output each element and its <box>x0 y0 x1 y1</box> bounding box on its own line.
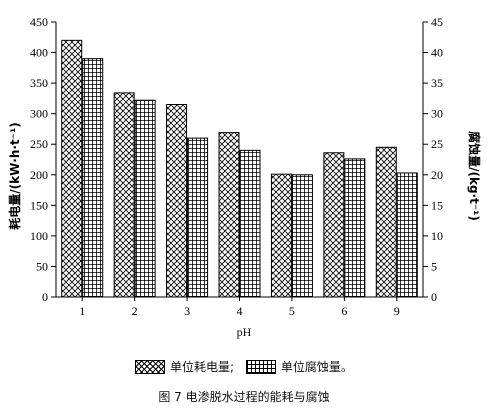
bar-corrosion <box>82 58 104 298</box>
y2-tick-label: 45 <box>431 15 443 29</box>
legend-item-power: 单位耗电量; <box>135 358 234 375</box>
y-tick-label: 350 <box>30 76 48 90</box>
bar-corrosion <box>396 172 418 298</box>
x-tick-label: 2 <box>132 304 138 318</box>
bar-corrosion <box>344 158 366 298</box>
y-tick-label: 100 <box>30 229 48 243</box>
bar-power-consumption <box>113 92 135 298</box>
bar-corrosion <box>239 149 261 298</box>
bar-power-consumption <box>323 152 345 298</box>
y2-tick-label: 35 <box>431 76 443 90</box>
bar-corrosion <box>134 99 156 298</box>
y-tick-label: 150 <box>30 198 48 212</box>
y-axis-label: 耗电量/(kW·h·t⁻¹) <box>7 122 22 230</box>
y2-tick-label: 15 <box>431 198 443 212</box>
x-tick-label: 6 <box>341 304 347 318</box>
y-tick-label: 50 <box>36 259 48 273</box>
plot-area: 0501001502002503003504004500510152025303… <box>30 15 443 318</box>
bar-power-consumption <box>218 132 240 298</box>
x-tick-label: 5 <box>289 304 295 318</box>
y-tick-label: 250 <box>30 137 48 151</box>
y2-tick-label: 20 <box>431 168 443 182</box>
y-tick-label: 0 <box>42 290 48 304</box>
y-tick-label: 300 <box>30 107 48 121</box>
x-axis-label: pH <box>237 325 252 339</box>
legend: 单位耗电量; 单位腐蚀量。 <box>0 358 488 377</box>
x-tick-label: 4 <box>237 304 243 318</box>
bar-power-consumption <box>166 104 188 298</box>
y2-tick-label: 0 <box>431 290 437 304</box>
legend-label-corrosion: 单位腐蚀量。 <box>280 360 353 374</box>
crosshatch-swatch-icon <box>135 359 166 374</box>
y-tick-label: 450 <box>30 15 48 29</box>
legend-item-corrosion: 单位腐蚀量。 <box>245 358 353 375</box>
x-tick-label: 1 <box>79 304 85 318</box>
y2-tick-label: 25 <box>431 137 443 151</box>
bar-power-consumption <box>375 146 397 298</box>
y-tick-label: 400 <box>30 46 48 60</box>
bar-corrosion <box>187 137 209 298</box>
figure-caption: 图 7 电渗脱水过程的能耗与腐蚀 <box>158 390 330 404</box>
x-tick-label: 3 <box>184 304 190 318</box>
y2-tick-label: 5 <box>431 259 437 273</box>
x-tick-label: 9 <box>394 304 400 318</box>
bar-power-consumption <box>61 39 83 298</box>
chart-area: 0501001502002503003504004500510152025303… <box>7 15 482 339</box>
y2-tick-label: 10 <box>431 229 443 243</box>
y2-tick-label: 30 <box>431 107 443 121</box>
y-tick-label: 200 <box>30 168 48 182</box>
bar-power-consumption <box>270 173 292 298</box>
y2-axis-label: 腐蚀量/(kg·t⁻¹) <box>467 131 482 221</box>
y2-tick-label: 40 <box>431 46 443 60</box>
grid-swatch-icon <box>245 359 276 374</box>
bar-corrosion <box>291 174 313 298</box>
legend-label-power: 单位耗电量; <box>170 360 235 374</box>
